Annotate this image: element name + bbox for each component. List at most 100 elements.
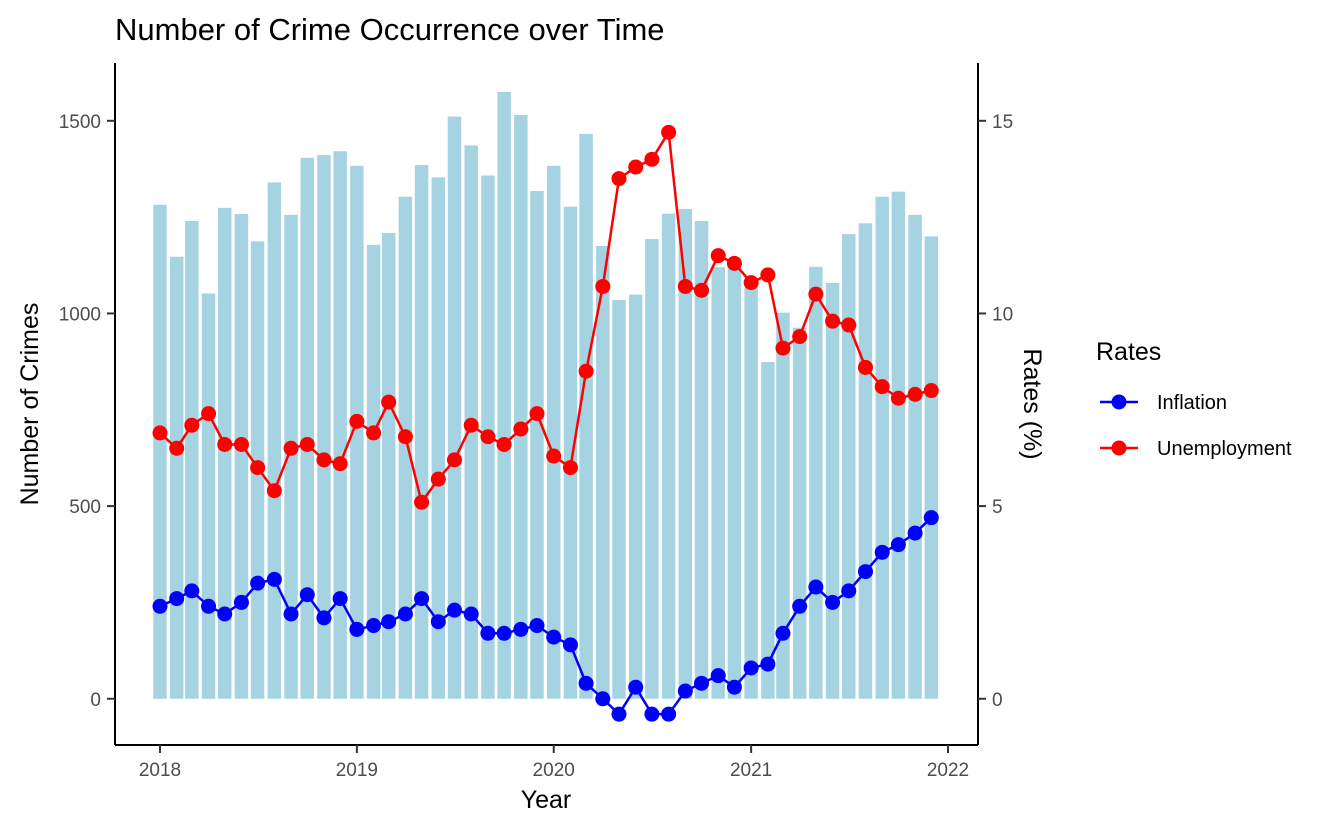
point-inflation-2018-01 — [152, 598, 168, 614]
point-unemployment-2019-06 — [430, 471, 446, 487]
point-unemployment-2021-06 — [825, 313, 841, 329]
point-unemployment-2020-03 — [578, 363, 594, 379]
point-inflation-2021-07 — [841, 583, 857, 599]
point-unemployment-2019-11 — [513, 421, 529, 437]
point-unemployment-2021-02 — [760, 267, 776, 283]
bar-2020-06 — [628, 294, 643, 699]
point-inflation-2021-05 — [808, 579, 824, 595]
y2-tick-label-10: 10 — [992, 304, 1013, 325]
point-unemployment-2019-02 — [366, 425, 382, 441]
point-inflation-2018-07 — [250, 575, 266, 591]
bar-2021-10 — [891, 191, 906, 699]
point-inflation-2019-02 — [366, 618, 382, 634]
point-unemployment-2019-08 — [463, 417, 479, 433]
point-inflation-2018-09 — [283, 606, 299, 622]
point-unemployment-2019-05 — [414, 494, 430, 510]
point-unemployment-2020-07 — [644, 151, 660, 167]
point-inflation-2020-09 — [677, 683, 693, 699]
point-unemployment-2019-01 — [349, 413, 365, 429]
bar-2021-12 — [924, 236, 939, 699]
bar-2019-04 — [398, 196, 413, 699]
point-unemployment-2019-04 — [397, 429, 413, 445]
point-unemployment-2019-12 — [529, 406, 545, 422]
y-axis-ticks: 0 500 1000 1500 — [59, 112, 115, 711]
legend-item-unemployment: Unemployment — [1100, 438, 1292, 460]
point-inflation-2018-04 — [201, 598, 217, 614]
bar-2021-11 — [908, 214, 922, 699]
bar-2019-03 — [381, 232, 396, 699]
y2-tick-label-5: 5 — [992, 497, 1003, 518]
point-unemployment-2018-11 — [316, 452, 332, 468]
point-unemployment-2019-10 — [496, 436, 512, 452]
point-inflation-2019-09 — [480, 625, 496, 641]
point-inflation-2019-01 — [349, 621, 365, 637]
point-unemployment-2018-09 — [283, 440, 299, 456]
point-inflation-2021-11 — [907, 525, 923, 541]
bar-2020-07 — [645, 239, 659, 699]
point-unemployment-2018-08 — [266, 483, 282, 499]
point-inflation-2018-11 — [316, 610, 332, 626]
point-unemployment-2019-07 — [446, 452, 462, 468]
point-unemployment-2021-05 — [808, 286, 824, 302]
point-unemployment-2021-08 — [857, 359, 873, 375]
x-tick-label-2019: 2019 — [336, 760, 378, 781]
point-unemployment-2018-06 — [233, 436, 249, 452]
point-inflation-2021-02 — [760, 656, 776, 672]
legend-marker-inflation — [1111, 394, 1127, 410]
bar-2019-06 — [431, 177, 446, 699]
legend-label-unemployment: Unemployment — [1157, 438, 1292, 460]
bar-2018-10 — [300, 157, 314, 699]
point-inflation-2019-10 — [496, 625, 512, 641]
point-unemployment-2018-10 — [299, 436, 315, 452]
bar-2021-05 — [809, 266, 823, 699]
legend-title: Rates — [1096, 338, 1161, 366]
bar-2018-03 — [185, 220, 199, 699]
bar-2020-04 — [596, 246, 610, 699]
bar-2021-03 — [776, 312, 790, 699]
point-unemployment-2021-04 — [792, 329, 808, 345]
bar-2020-01 — [546, 165, 561, 699]
x-axis-ticks: 2018 2019 2020 2021 2022 — [139, 745, 969, 781]
point-inflation-2020-06 — [628, 679, 644, 695]
legend-item-inflation: Inflation — [1100, 392, 1227, 414]
bar-2019-02 — [366, 244, 381, 699]
point-inflation-2021-06 — [825, 594, 841, 610]
point-unemployment-2021-10 — [890, 390, 906, 406]
point-inflation-2021-12 — [923, 510, 939, 526]
point-inflation-2018-06 — [233, 594, 249, 610]
point-inflation-2019-07 — [446, 602, 462, 618]
bar-2020-12 — [727, 266, 742, 699]
legend-label-inflation: Inflation — [1157, 392, 1227, 414]
y2-tick-label-15: 15 — [992, 112, 1013, 133]
point-inflation-2021-01 — [743, 660, 759, 676]
point-inflation-2019-11 — [513, 621, 529, 637]
y-tick-label-1500: 1500 — [59, 112, 101, 133]
bar-2020-03 — [579, 133, 593, 699]
point-inflation-2019-03 — [381, 614, 397, 630]
point-unemployment-2020-06 — [628, 159, 644, 175]
bar-2018-06 — [234, 214, 249, 699]
bar-2021-08 — [858, 223, 873, 699]
point-unemployment-2021-03 — [775, 340, 791, 356]
x-tick-label-2020: 2020 — [533, 760, 575, 781]
bar-2019-11 — [514, 115, 528, 699]
point-inflation-2020-04 — [595, 691, 611, 707]
point-unemployment-2021-09 — [874, 379, 890, 395]
point-inflation-2018-05 — [217, 606, 233, 622]
point-inflation-2018-08 — [266, 571, 282, 587]
point-inflation-2020-12 — [726, 679, 742, 695]
chart-title: Number of Crime Occurrence over Time — [115, 12, 665, 47]
bar-series-crimes — [153, 91, 939, 699]
bar-2019-12 — [530, 190, 544, 699]
point-unemployment-2021-01 — [743, 275, 759, 291]
point-inflation-2020-02 — [562, 637, 578, 653]
bar-2020-02 — [563, 206, 578, 699]
point-unemployment-2018-04 — [201, 406, 217, 422]
point-inflation-2018-10 — [299, 587, 315, 603]
x-axis-title: Year — [521, 786, 572, 814]
point-inflation-2021-09 — [874, 544, 890, 560]
point-inflation-2021-03 — [775, 625, 791, 641]
point-unemployment-2020-08 — [661, 124, 677, 140]
y-tick-label-0: 0 — [90, 690, 101, 711]
